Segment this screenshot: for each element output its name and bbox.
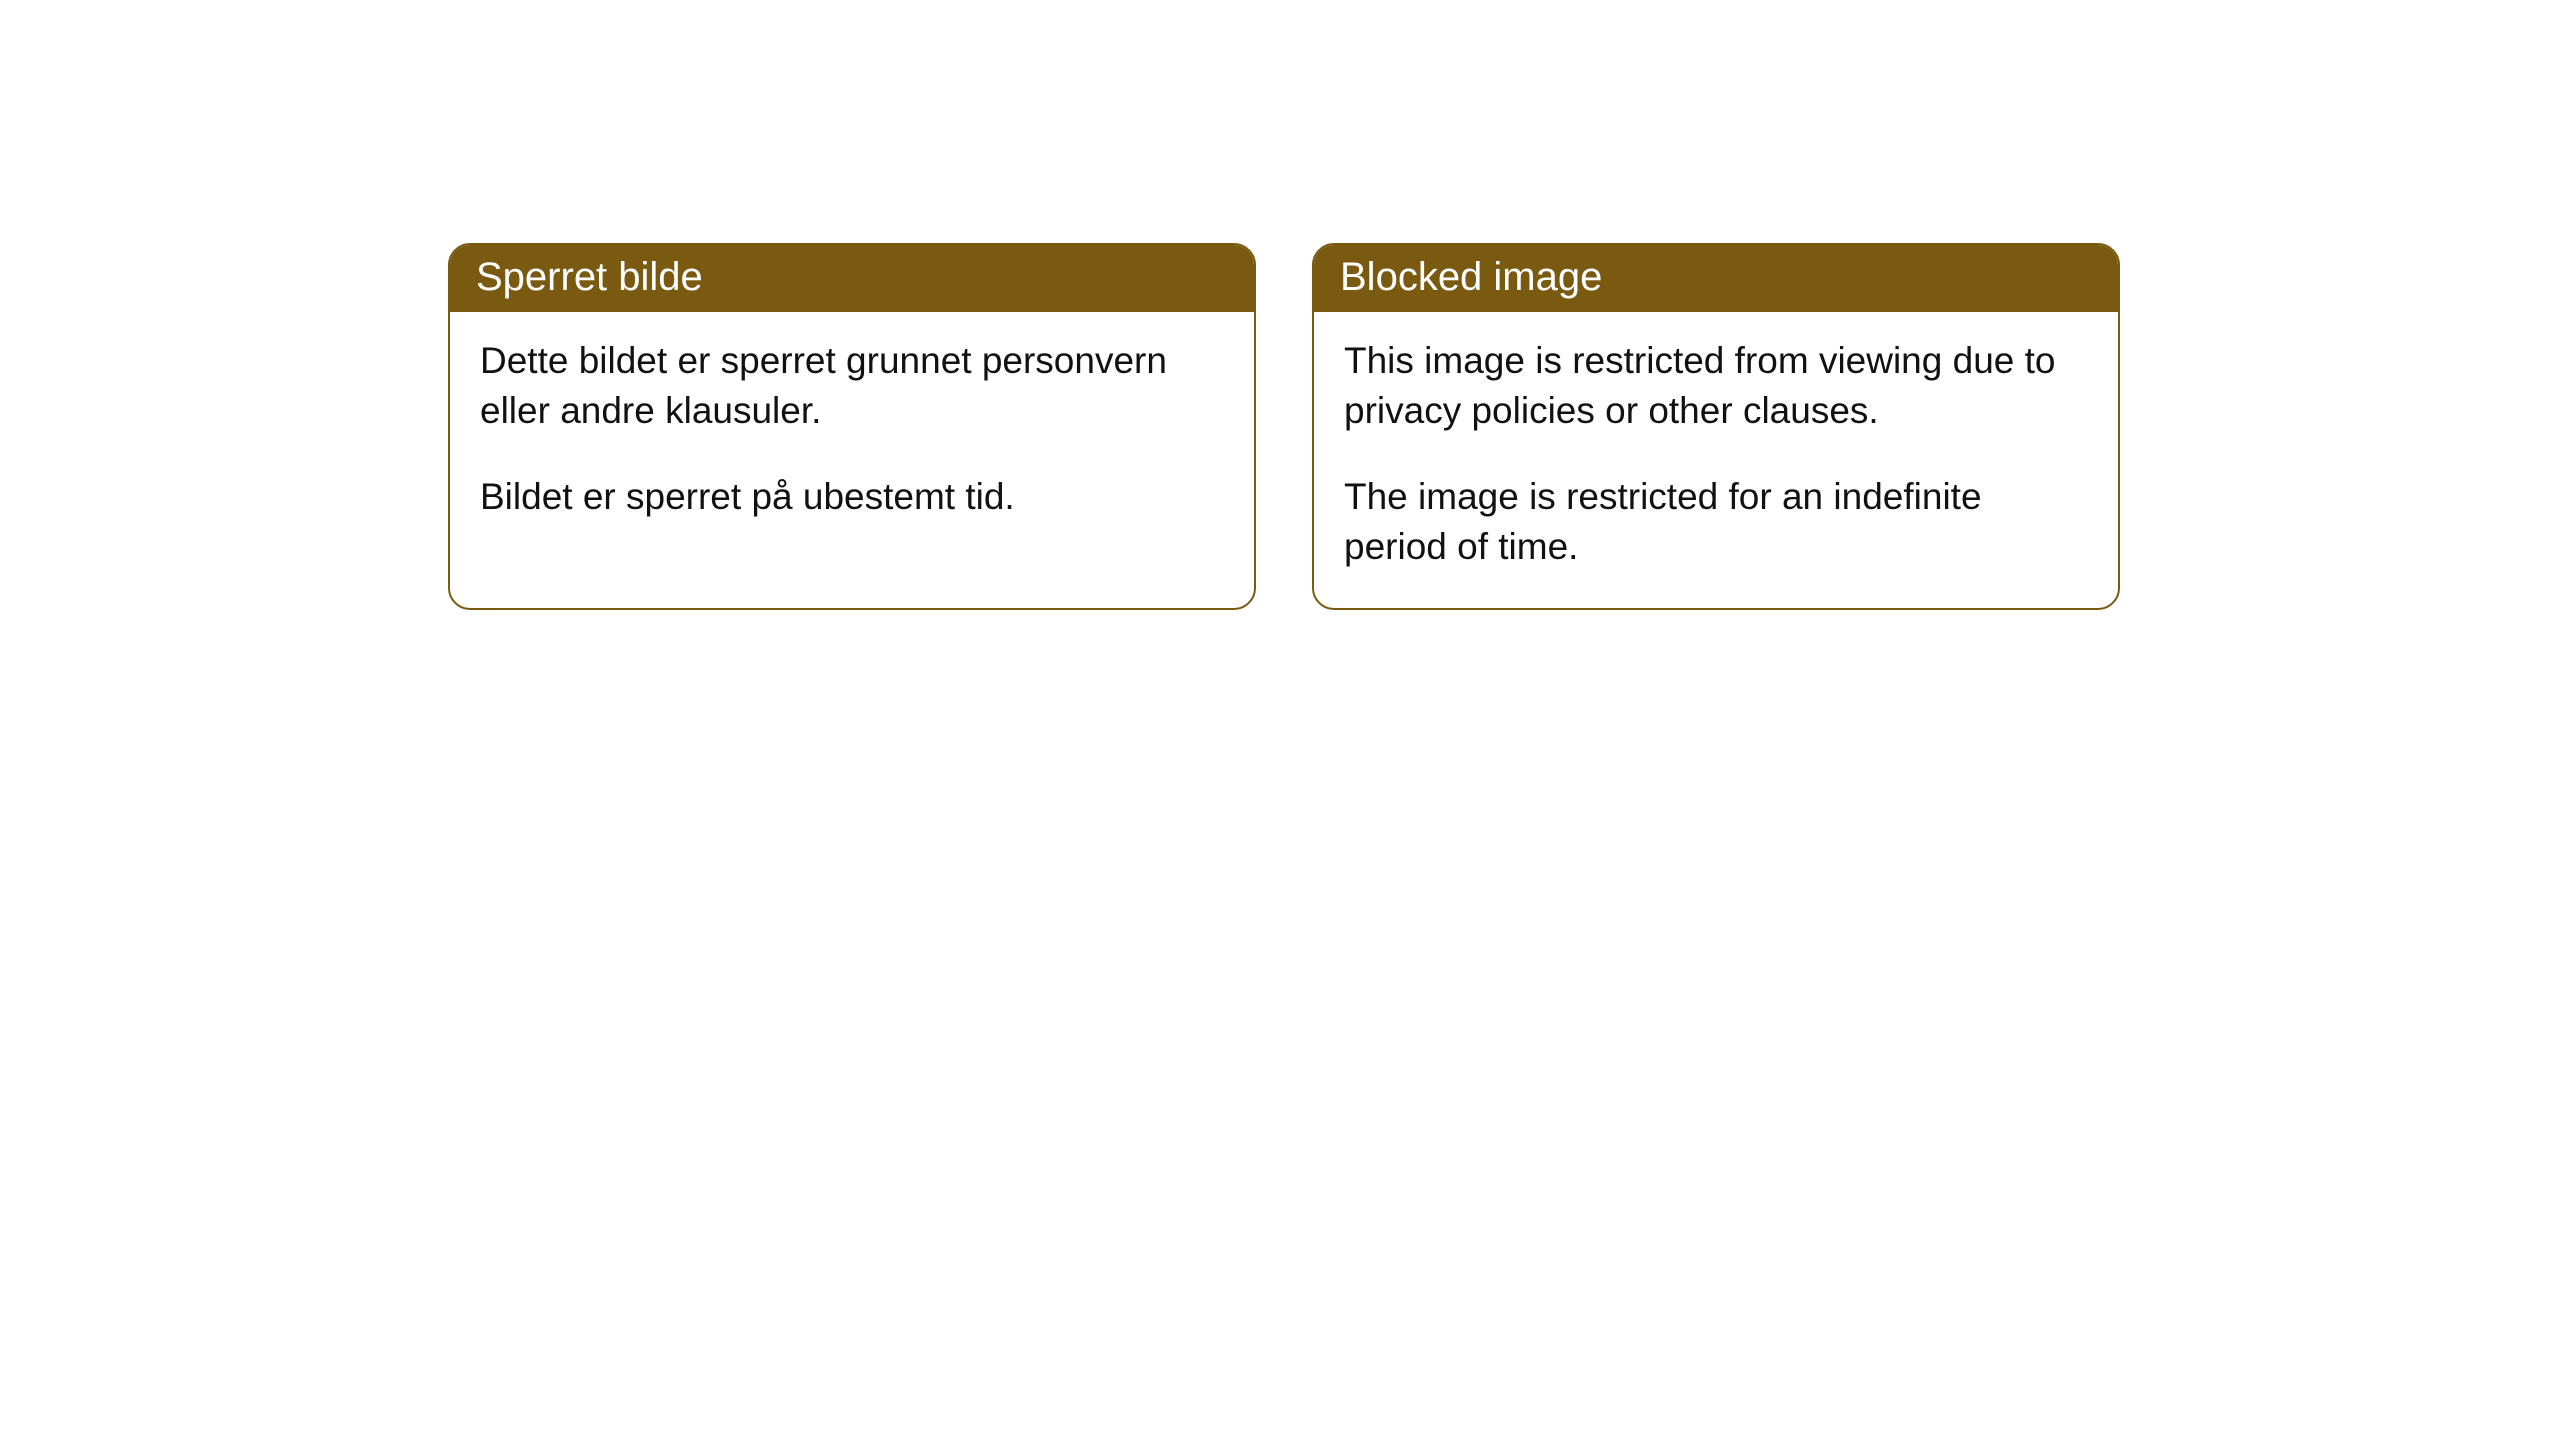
card-title: Blocked image <box>1314 245 2118 312</box>
cards-container: Sperret bilde Dette bildet er sperret gr… <box>0 0 2560 610</box>
blocked-image-card-english: Blocked image This image is restricted f… <box>1312 243 2120 610</box>
card-body: This image is restricted from viewing du… <box>1314 312 2118 608</box>
card-paragraph: Bildet er sperret på ubestemt tid. <box>480 472 1224 522</box>
card-paragraph: This image is restricted from viewing du… <box>1344 336 2088 436</box>
card-body: Dette bildet er sperret grunnet personve… <box>450 312 1254 558</box>
blocked-image-card-norwegian: Sperret bilde Dette bildet er sperret gr… <box>448 243 1256 610</box>
card-title: Sperret bilde <box>450 245 1254 312</box>
card-paragraph: The image is restricted for an indefinit… <box>1344 472 2088 572</box>
card-paragraph: Dette bildet er sperret grunnet personve… <box>480 336 1224 436</box>
